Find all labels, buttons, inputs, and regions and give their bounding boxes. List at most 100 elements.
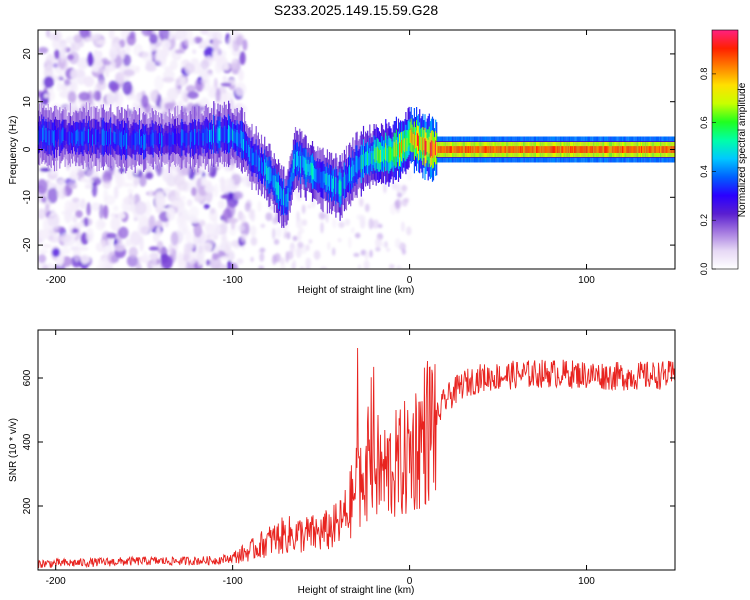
noise-speckle (113, 205, 119, 212)
noise-speckle (221, 219, 228, 236)
noise-speckle (59, 233, 72, 243)
noise-speckle (183, 38, 189, 46)
noise-speckle (47, 212, 60, 228)
noise-speckle (70, 42, 75, 54)
noise-speckle (110, 83, 119, 94)
noise-speckle (161, 48, 168, 60)
noise-speckle (353, 252, 360, 257)
noise-speckle (265, 212, 273, 221)
noise-speckle (280, 263, 286, 269)
noise-speckle (60, 48, 66, 59)
noise-speckle (95, 39, 100, 46)
noise-speckle (74, 222, 85, 228)
noise-speckle (86, 54, 95, 67)
noise-speckle (212, 37, 220, 51)
noise-speckle (235, 35, 243, 46)
noise-speckle (407, 169, 412, 181)
noise-speckle (364, 250, 369, 260)
noise-speckle (257, 200, 262, 212)
noise-speckle (38, 208, 46, 220)
noise-speckle (43, 76, 55, 89)
noise-speckle (388, 263, 394, 269)
noise-speckle (359, 214, 366, 223)
colorbar-tick-label: 0.8 (699, 68, 709, 81)
noise-speckle (140, 225, 149, 235)
noise-speckle (396, 183, 401, 194)
noise-speckle (241, 244, 245, 251)
noise-speckle (38, 254, 47, 263)
noise-speckle (91, 64, 100, 73)
noise-speckle (198, 79, 208, 84)
noise-speckle (220, 234, 228, 241)
noise-speckle (175, 30, 188, 41)
noise-speckle (242, 176, 249, 187)
noise-speckle (42, 263, 49, 269)
noise-speckle (185, 263, 195, 269)
noise-speckle (38, 229, 50, 240)
noise-speckle (396, 192, 403, 198)
noise-speckle (148, 189, 153, 197)
noise-speckle (78, 246, 89, 251)
noise-speckle (202, 73, 214, 78)
noise-speckle (141, 94, 149, 109)
noise-speckle (235, 82, 247, 96)
noise-speckle (110, 42, 122, 51)
noise-speckle (93, 90, 101, 101)
noise-speckle (65, 208, 74, 219)
noise-speckle (205, 259, 211, 266)
noise-speckle (145, 171, 154, 180)
noise-speckle (168, 243, 174, 256)
noise-speckle (209, 163, 217, 177)
noise-speckle (110, 212, 117, 218)
noise-speckle (386, 247, 391, 252)
noise-speckle (38, 179, 48, 195)
noise-speckle (128, 246, 138, 258)
noise-speckle (193, 167, 201, 176)
noise-speckle (64, 79, 71, 86)
noise-speckle (49, 225, 59, 231)
noise-speckle (185, 85, 196, 93)
noise-speckle (286, 250, 294, 260)
noise-speckle (357, 264, 362, 269)
noise-speckle (67, 91, 77, 104)
noise-speckle (57, 54, 68, 71)
noise-speckle (144, 200, 152, 217)
noise-speckle (186, 199, 193, 207)
noise-speckle (166, 175, 177, 187)
noise-speckle (160, 255, 173, 269)
noise-speckle (363, 259, 370, 269)
noise-speckle (200, 30, 209, 35)
noise-speckle (175, 49, 183, 54)
noise-speckle (125, 241, 136, 246)
x-tick-label: -100 (223, 576, 243, 587)
noise-speckle (318, 212, 326, 220)
y-tick-label: -20 (22, 237, 33, 252)
y-tick-label: 0 (22, 146, 33, 152)
noise-speckle (375, 237, 382, 248)
noise-speckle (302, 219, 308, 226)
y-tick-label: -10 (22, 190, 33, 205)
noise-speckle (59, 90, 71, 99)
noise-speckle (308, 239, 313, 244)
page-title: S233.2025.149.15.59.G28 (274, 2, 438, 18)
noise-speckle (72, 197, 80, 203)
noise-speckle (286, 231, 291, 240)
noise-speckle (75, 210, 83, 218)
noise-speckle (297, 241, 304, 249)
noise-speckle (48, 235, 54, 241)
noise-speckle (177, 251, 183, 262)
spectrogram-y-axis-label: Frequency (Hz) (8, 116, 19, 185)
y-tick-label: 600 (22, 369, 33, 386)
noise-speckle (272, 217, 278, 225)
noise-speckle (208, 233, 215, 248)
ridge-band (38, 100, 675, 228)
snr-y-ticks: 200 400 600 (22, 369, 675, 514)
noise-speckle (244, 202, 251, 212)
noise-speckle (406, 226, 412, 236)
noise-speckle (332, 217, 337, 229)
noise-speckle (364, 203, 370, 213)
noise-speckle (45, 54, 55, 67)
noise-speckle (50, 208, 56, 216)
noise-speckle (170, 231, 179, 246)
